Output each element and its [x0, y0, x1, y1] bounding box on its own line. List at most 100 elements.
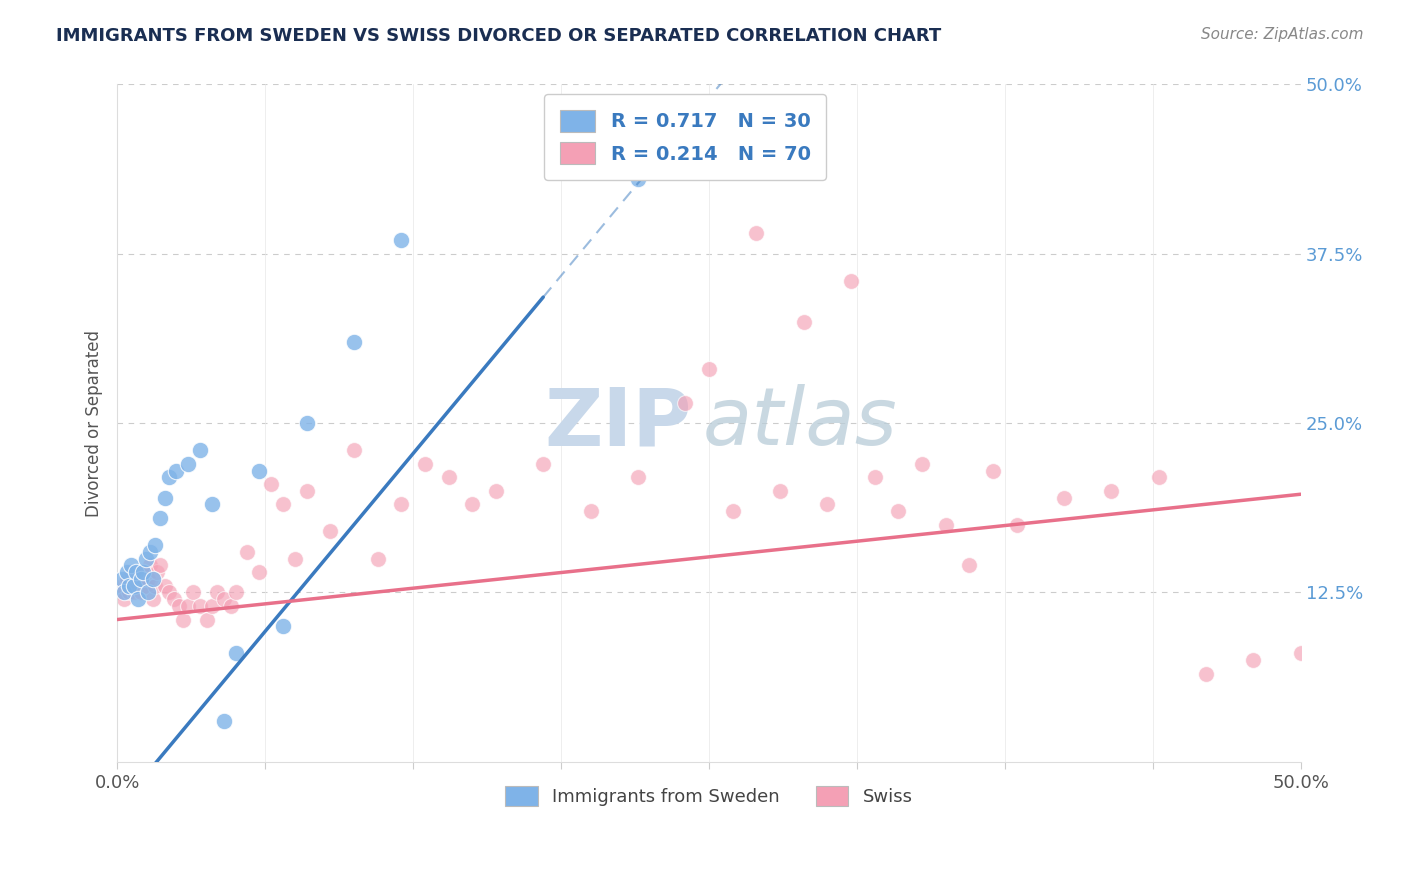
Point — [132, 565, 155, 579]
Point — [136, 585, 159, 599]
Point — [122, 585, 145, 599]
Point — [132, 565, 155, 579]
Text: Source: ZipAtlas.com: Source: ZipAtlas.com — [1201, 27, 1364, 42]
Point — [115, 572, 138, 586]
Text: atlas: atlas — [703, 384, 898, 462]
Point — [139, 558, 162, 573]
Point — [111, 579, 134, 593]
Point — [153, 491, 176, 505]
Point — [485, 483, 508, 498]
Point — [157, 585, 180, 599]
Point — [389, 233, 412, 247]
Point — [205, 585, 228, 599]
Point — [531, 457, 554, 471]
Point — [389, 497, 412, 511]
Point — [135, 551, 157, 566]
Point — [437, 470, 460, 484]
Point — [225, 647, 247, 661]
Point — [1289, 647, 1312, 661]
Point — [1147, 470, 1170, 484]
Point — [815, 497, 838, 511]
Point — [745, 227, 768, 241]
Point — [367, 551, 389, 566]
Point — [284, 551, 307, 566]
Point — [295, 416, 318, 430]
Point — [769, 483, 792, 498]
Point — [627, 470, 650, 484]
Point — [139, 545, 162, 559]
Point — [135, 579, 157, 593]
Point — [721, 504, 744, 518]
Point — [697, 362, 720, 376]
Point — [260, 477, 283, 491]
Point — [142, 592, 165, 607]
Point — [165, 463, 187, 477]
Point — [1241, 653, 1264, 667]
Point — [343, 334, 366, 349]
Point — [1099, 483, 1122, 498]
Point — [911, 457, 934, 471]
Point — [343, 443, 366, 458]
Point — [129, 572, 152, 586]
Text: IMMIGRANTS FROM SWEDEN VS SWISS DIVORCED OR SEPARATED CORRELATION CHART: IMMIGRANTS FROM SWEDEN VS SWISS DIVORCED… — [56, 27, 942, 45]
Point — [793, 314, 815, 328]
Point — [122, 579, 145, 593]
Point — [863, 470, 886, 484]
Point — [153, 579, 176, 593]
Point — [111, 572, 134, 586]
Point — [887, 504, 910, 518]
Point — [201, 599, 224, 613]
Point — [112, 585, 135, 599]
Point — [120, 565, 142, 579]
Point — [319, 524, 342, 539]
Point — [579, 504, 602, 518]
Point — [125, 565, 148, 579]
Point — [177, 599, 200, 613]
Point — [839, 274, 862, 288]
Point — [413, 457, 436, 471]
Point — [146, 565, 169, 579]
Point — [120, 558, 142, 573]
Point — [115, 565, 138, 579]
Point — [957, 558, 980, 573]
Point — [142, 572, 165, 586]
Point — [225, 585, 247, 599]
Point — [167, 599, 190, 613]
Point — [163, 592, 186, 607]
Point — [177, 457, 200, 471]
Point — [108, 585, 131, 599]
Point — [627, 172, 650, 186]
Point — [219, 599, 242, 613]
Point — [136, 572, 159, 586]
Point — [247, 565, 270, 579]
Point — [112, 592, 135, 607]
Point — [118, 579, 141, 593]
Point — [236, 545, 259, 559]
Text: ZIP: ZIP — [544, 384, 692, 462]
Point — [129, 585, 152, 599]
Point — [172, 613, 194, 627]
Point — [673, 396, 696, 410]
Point — [1195, 666, 1218, 681]
Point — [125, 579, 148, 593]
Point — [149, 511, 172, 525]
Point — [247, 463, 270, 477]
Point — [212, 592, 235, 607]
Point — [143, 538, 166, 552]
Point — [157, 470, 180, 484]
Point — [201, 497, 224, 511]
Point — [1053, 491, 1076, 505]
Point — [188, 443, 211, 458]
Point — [195, 613, 218, 627]
Legend: Immigrants from Sweden, Swiss: Immigrants from Sweden, Swiss — [498, 779, 920, 814]
Point — [128, 592, 150, 607]
Point — [212, 714, 235, 728]
Point — [118, 585, 141, 599]
Point — [271, 619, 294, 633]
Point — [935, 517, 957, 532]
Point — [461, 497, 484, 511]
Point — [271, 497, 294, 511]
Point — [295, 483, 318, 498]
Point — [128, 572, 150, 586]
Point — [188, 599, 211, 613]
